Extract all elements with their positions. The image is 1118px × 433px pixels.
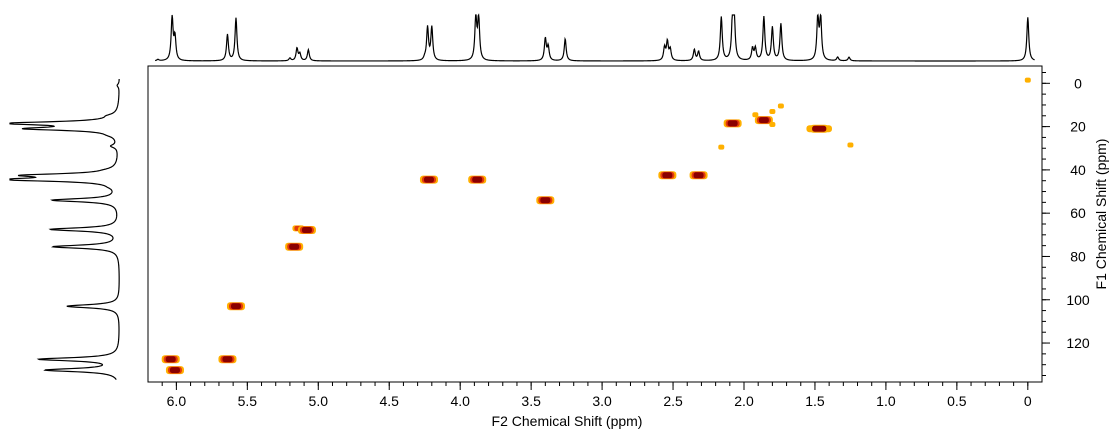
cross-peak [289,243,300,250]
cross-peak [847,142,854,148]
y-tick-label: 80 [1070,248,1086,264]
y-axis-label: F1 Chemical Shift (ppm) [1093,139,1109,290]
cross-peak [693,172,704,179]
cross-peak [662,172,673,179]
f2-projection-trace [155,13,1035,62]
x-tick-label: 2.5 [663,393,683,409]
x-tick-label: 1.5 [805,393,825,409]
x-axis: 6.0 5.5 5.0 4.5 4.0 3.5 3.0 2.5 2.0 1.5 1.0 0.5 0 [161,382,1032,409]
cross-peak [769,108,776,114]
x-axis-label: F2 Chemical Shift (ppm) [492,413,643,429]
cross-peak [222,356,233,363]
y-tick-label: 20 [1070,119,1086,135]
cross-peaks [161,77,1031,375]
x-tick-label: 4.5 [380,393,400,409]
cross-peak [718,144,725,150]
x-tick-label: 5.5 [238,393,258,409]
f2-projection-spectrum [155,13,1035,62]
cross-peak [1024,77,1031,83]
x-tick-label: 1.0 [876,393,896,409]
cross-peak-broad-core [812,125,827,132]
f1-projection-trace [9,78,120,380]
y-tick-label: 40 [1070,162,1086,178]
x-tick-label: 3.0 [592,393,612,409]
y-tick-label: 120 [1066,335,1090,351]
x-tick-label: 2.0 [734,393,754,409]
cross-peak [752,112,759,118]
f1-projection-spectrum [9,78,120,380]
cross-peak [472,176,483,183]
y-tick-label: 100 [1066,292,1090,308]
cross-peak [540,197,551,204]
cross-peak [758,117,769,124]
cross-peak [169,367,180,374]
x-tick-label: 4.0 [450,393,470,409]
x-tick-label: 0.5 [947,393,967,409]
cross-peak [230,303,241,310]
cross-peak [165,356,176,363]
cross-peak [769,121,776,127]
cross-peak [423,176,434,183]
y-tick-label: 0 [1074,75,1082,91]
cross-peak [301,227,312,234]
x-tick-label: 3.5 [521,393,541,409]
x-tick-label: 6.0 [167,393,187,409]
cross-peak [727,120,738,127]
cross-peak [777,103,784,109]
plot-frame [147,65,1043,383]
y-tick-label: 60 [1070,205,1086,221]
x-tick-label: 0 [1024,393,1032,409]
y-axis: 0 20 40 60 80 100 120 [1042,71,1090,377]
x-tick-label: 5.0 [309,393,329,409]
